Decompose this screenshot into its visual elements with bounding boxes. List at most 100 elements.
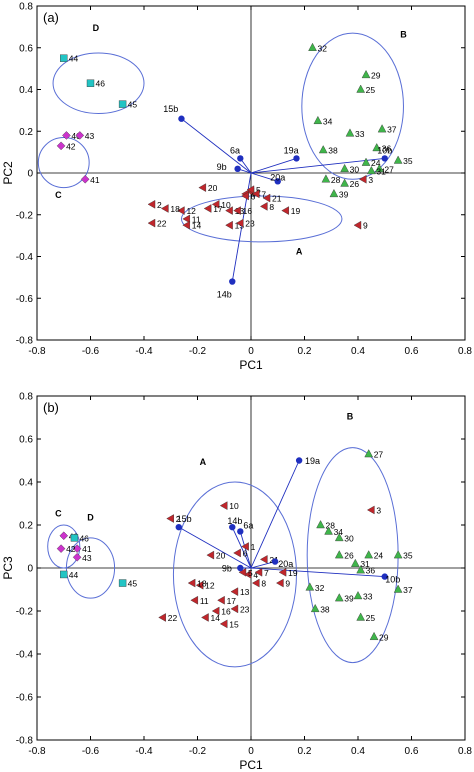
data-point-C xyxy=(59,531,69,541)
data-point-B xyxy=(353,591,363,600)
data-point-A xyxy=(259,555,268,564)
data-point-A xyxy=(353,220,362,230)
x-axis-label: PC1 xyxy=(239,358,263,372)
data-point-A xyxy=(243,570,252,579)
group-label-A: A xyxy=(200,457,207,467)
data-point-B xyxy=(356,84,366,93)
data-label: 23 xyxy=(245,219,255,229)
y-tick-label: 0.2 xyxy=(19,521,33,532)
x-tick-label: -0.2 xyxy=(189,346,207,357)
panel-label: (b) xyxy=(43,400,59,415)
group-label-B: B xyxy=(400,29,407,39)
biplot-vector-line xyxy=(178,526,252,569)
data-point-A xyxy=(190,595,199,605)
data-label: 43 xyxy=(85,131,95,141)
data-label: 42 xyxy=(66,141,76,151)
y-axis-label: PC2 xyxy=(1,161,15,185)
data-point-A xyxy=(182,214,191,224)
data-point-B xyxy=(361,157,371,166)
y-axis-label: PC3 xyxy=(1,556,15,580)
y-tick-label: 0.4 xyxy=(19,478,33,489)
data-point-B xyxy=(375,163,384,173)
data-point-D xyxy=(70,534,79,542)
data-label: 36 xyxy=(366,566,376,576)
x-tick-label: 0.4 xyxy=(351,346,365,357)
data-point-A xyxy=(147,199,156,209)
x-axis-label: PC1 xyxy=(239,758,263,772)
data-label: 25 xyxy=(366,85,376,95)
biplot-vector-point xyxy=(274,178,281,185)
data-point-A xyxy=(182,220,191,230)
y-tick-label: -0.6 xyxy=(16,693,34,704)
data-label: 38 xyxy=(320,604,330,614)
data-label: 33 xyxy=(355,129,365,139)
data-label: 30 xyxy=(344,533,354,543)
data-point-B xyxy=(324,526,333,535)
data-point-A xyxy=(160,204,169,213)
x-tick-label: 0.8 xyxy=(458,346,472,357)
biplot-vector-label: 6a xyxy=(230,146,240,156)
data-point-A xyxy=(276,578,284,588)
data-point-A xyxy=(195,580,204,590)
data-point-A xyxy=(211,199,220,209)
data-point-A xyxy=(219,619,228,629)
data-point-B xyxy=(316,520,325,529)
data-point-C xyxy=(56,544,66,553)
biplot-vector-label: 20a xyxy=(270,173,285,183)
y-tick-label: -0.8 xyxy=(16,736,34,747)
data-label: 16 xyxy=(243,206,253,216)
y-tick-label: 0.6 xyxy=(19,435,33,446)
biplot-vector-label: 15b xyxy=(177,514,192,524)
data-label: 21 xyxy=(272,194,282,204)
x-tick-label: -0.6 xyxy=(82,746,100,757)
y-tick-label: 0.4 xyxy=(19,85,33,96)
data-label: 16 xyxy=(221,607,231,617)
biplot-vector-point xyxy=(175,523,182,531)
data-point-A xyxy=(187,578,196,588)
group-label-C: C xyxy=(55,508,62,518)
data-point-B xyxy=(318,145,328,154)
data-point-B xyxy=(334,593,344,602)
data-label: 7 xyxy=(264,568,269,578)
data-label: 24 xyxy=(371,158,381,168)
biplot-vector-point xyxy=(381,155,388,162)
data-label: 23 xyxy=(240,604,250,614)
biplot-vector-label: 10b xyxy=(377,146,392,156)
data-label: 34 xyxy=(334,527,344,537)
y-tick-label: -0.2 xyxy=(16,607,34,618)
data-label: 15 xyxy=(235,221,245,231)
y-tick-label: -0.6 xyxy=(16,294,34,305)
x-tick-label: 0.2 xyxy=(298,346,312,357)
x-tick-label: 0.6 xyxy=(405,746,419,757)
data-label: 31 xyxy=(376,166,386,176)
data-point-D xyxy=(60,570,68,579)
data-label: 38 xyxy=(328,146,338,156)
x-tick-label: -0.8 xyxy=(28,746,46,757)
data-point-A xyxy=(241,542,249,551)
data-label: 26 xyxy=(344,551,354,561)
data-point-A xyxy=(166,514,174,523)
data-point-A xyxy=(177,206,185,215)
data-point-A xyxy=(262,193,271,203)
data-label: 12 xyxy=(186,206,196,216)
data-point-B xyxy=(329,188,339,198)
data-label: 19 xyxy=(291,206,301,216)
data-point-A xyxy=(230,587,239,596)
data-point-C xyxy=(62,131,71,140)
x-tick-label: -0.4 xyxy=(135,346,153,357)
data-label: 11 xyxy=(200,596,209,606)
y-tick-label: -0.4 xyxy=(16,650,34,661)
data-point-A xyxy=(246,185,255,195)
biplot-vector-label: 9b xyxy=(217,162,227,172)
x-tick-label: 0.2 xyxy=(298,746,312,757)
data-point-B xyxy=(345,128,355,137)
biplot-vector-point xyxy=(381,573,388,580)
x-tick-label: 0.8 xyxy=(458,746,472,757)
data-label: 18 xyxy=(197,579,207,589)
group-label-D: D xyxy=(93,23,100,33)
data-label: 18 xyxy=(170,204,180,214)
data-point-A xyxy=(241,191,249,201)
data-label: 34 xyxy=(323,116,333,126)
data-point-C xyxy=(75,131,85,140)
data-label: 6 xyxy=(243,548,248,558)
